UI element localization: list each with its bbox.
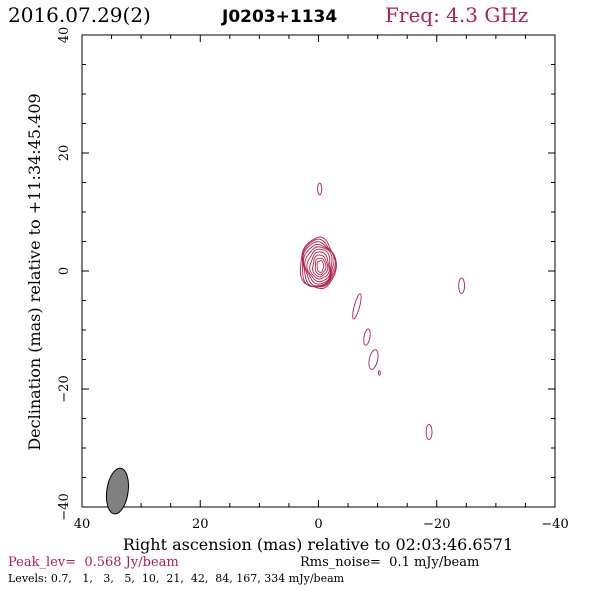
jet-component-contour	[458, 277, 465, 294]
beam-shape	[105, 467, 129, 515]
rms-noise: Rms_noise= 0.1 mJy/beam	[300, 555, 479, 570]
x-tick-label: 20	[192, 517, 209, 532]
x-tick-label: −20	[423, 517, 450, 532]
beam-ellipse	[105, 467, 129, 515]
x-tick-label: −40	[541, 517, 568, 532]
peak-level: Peak_lev= 0.568 Jy/beam	[8, 555, 179, 570]
contour-levels: Levels: 0.7, 1, 3, 5, 10, 21, 42, 84, 16…	[8, 572, 345, 585]
core-contour	[304, 246, 333, 285]
core-contour	[301, 238, 337, 288]
frequency-label: Freq: 4.3 GHz	[385, 3, 528, 27]
core-contour	[306, 248, 331, 283]
axis-ticks	[81, 34, 556, 508]
jet-component-contour	[363, 328, 371, 346]
jet-component-contour	[352, 293, 362, 320]
jet-component-contour	[378, 370, 381, 376]
core-contour	[302, 243, 335, 287]
y-tick-label: 20	[57, 145, 72, 162]
x-axis-label: Right ascension (mas) relative to 02:03:…	[123, 535, 513, 554]
x-tick-labels: 40 20 0 −20 −40	[74, 517, 569, 532]
core-contour	[316, 260, 325, 273]
contour-layer	[299, 182, 465, 441]
jet-component-contour	[425, 423, 433, 441]
y-tick-label: −40	[57, 493, 72, 520]
core-contour	[312, 254, 329, 278]
core-contour	[299, 236, 337, 289]
source-name: J0203+1134	[221, 7, 337, 27]
observation-date: 2016.07.29(2)	[8, 3, 151, 27]
y-axis-label: Declination (mas) relative to +11:34:45.…	[25, 93, 44, 450]
y-tick-label: 40	[57, 27, 72, 44]
core-contour	[309, 251, 330, 280]
y-tick-label: −20	[57, 375, 72, 402]
jet-component-contour	[317, 182, 323, 196]
x-tick-label: 40	[74, 517, 91, 532]
y-tick-labels: −40 −20 0 20 40	[57, 27, 72, 521]
core-contour	[314, 257, 327, 276]
x-tick-label: 0	[314, 517, 322, 532]
y-tick-label: 0	[57, 267, 72, 275]
jet-component-contour	[368, 349, 379, 370]
